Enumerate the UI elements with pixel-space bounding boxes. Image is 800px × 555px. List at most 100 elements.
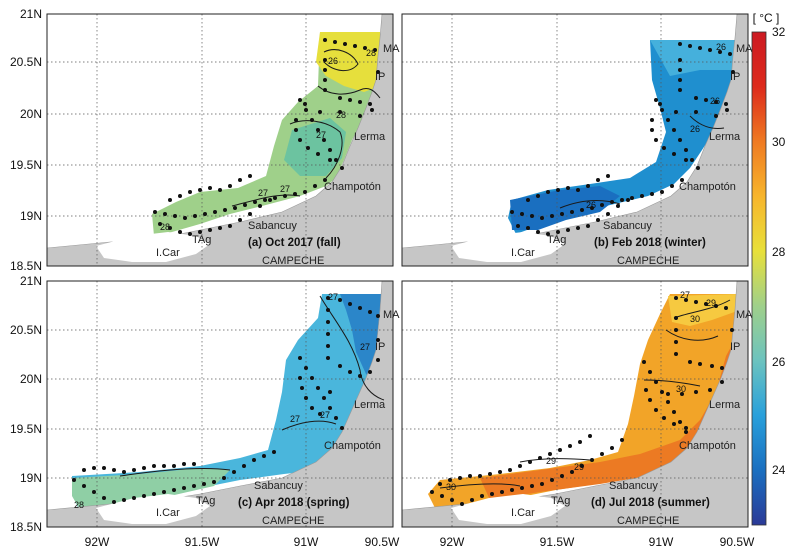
station-dot [684, 430, 688, 434]
station-dot [72, 478, 76, 482]
station-dot [558, 448, 562, 452]
panel-a-clabel: 28 [160, 222, 170, 232]
station-dot [112, 468, 116, 472]
station-dot [313, 184, 317, 188]
lat-tick-label: 18.5N [10, 259, 42, 273]
station-dot [348, 302, 352, 306]
place-label-icar: I.Car [156, 507, 180, 519]
colorbar-tick-label: 28 [772, 245, 786, 259]
panel-a-stations [153, 38, 380, 236]
lon-tick-label: 90.5W [365, 535, 400, 549]
station-dot [642, 360, 646, 364]
station-dot [334, 416, 338, 420]
station-dot [490, 492, 494, 496]
station-dot [660, 108, 664, 112]
station-dot [310, 376, 314, 380]
station-dot [666, 392, 670, 396]
station-dot [650, 118, 654, 122]
lat-tick-label: 19.5N [10, 158, 42, 172]
panel-a-land [47, 14, 393, 266]
place-label-sabancuy: Sabancuy [609, 480, 658, 492]
station-dot [132, 496, 136, 500]
station-dot [112, 500, 116, 504]
station-dot [550, 214, 554, 218]
station-dot [694, 300, 698, 304]
panel-a-clabel: 28 [336, 110, 346, 120]
lat-tick-label: 21N [20, 7, 42, 21]
station-dot [650, 128, 654, 132]
station-dot [248, 174, 252, 178]
lon-axis-right: 92W 91.5W 91W 90.5W [440, 535, 755, 549]
station-dot [243, 203, 247, 207]
panel-d-lagoon [451, 494, 565, 524]
station-dot [376, 338, 380, 342]
station-dot [326, 320, 330, 324]
station-dot [328, 390, 332, 394]
station-dot [660, 390, 664, 394]
station-dot [678, 88, 682, 92]
station-dot [672, 128, 676, 132]
station-dot [576, 226, 580, 230]
panel-a: 26 28 28 27 27 27 28 MA IP Lerma Champot… [46, 13, 400, 267]
station-dot [348, 370, 352, 374]
panel-c-frame [46, 280, 394, 528]
station-dot [316, 128, 320, 132]
station-dot [323, 178, 327, 182]
station-dot [672, 410, 676, 414]
station-dot [714, 100, 718, 104]
lat-tick-label: 20.5N [10, 55, 42, 69]
station-dot [708, 48, 712, 52]
station-dot [724, 306, 728, 310]
station-dot [268, 198, 272, 202]
station-dot [708, 388, 712, 392]
place-label-lerma: Lerma [709, 131, 741, 143]
station-dot [304, 108, 308, 112]
station-dot [690, 158, 694, 162]
lat-tick-label: 21N [20, 274, 42, 288]
station-dot [82, 484, 86, 488]
station-dot [550, 478, 554, 482]
place-label-sabancuy: Sabancuy [603, 220, 652, 232]
station-dot [696, 166, 700, 170]
station-dot [616, 204, 620, 208]
station-dot [672, 152, 676, 156]
station-dot [606, 174, 610, 178]
station-dot [520, 212, 524, 216]
station-dot [498, 470, 502, 474]
panel-b-clabel: 26 [716, 42, 726, 52]
station-dot [294, 118, 298, 122]
station-dot [648, 398, 652, 402]
station-dot [728, 52, 732, 56]
lon-tick-label: 90.5W [720, 535, 755, 549]
station-dot [556, 188, 560, 192]
station-dot [670, 184, 674, 188]
station-dot [163, 212, 167, 216]
place-label-icar: I.Car [511, 507, 535, 519]
station-dot [298, 376, 302, 380]
panel-b-title: (b) Feb 2018 (winter) [594, 237, 706, 249]
station-dot [470, 498, 474, 502]
lat-axis-top: 21N 20.5N 20N 19.5N 19N 18.5N [10, 7, 42, 273]
station-dot [448, 478, 452, 482]
place-label-icar: I.Car [511, 247, 535, 259]
station-dot [82, 468, 86, 472]
lon-tick-label: 91W [294, 535, 319, 549]
station-dot [218, 188, 222, 192]
station-dot [666, 400, 670, 404]
station-dot [340, 166, 344, 170]
panel-a-clabel: 27 [258, 188, 268, 198]
station-dot [202, 482, 206, 486]
lat-axis-bottom: 21N 20.5N 20N 19.5N 19N 18.5N [10, 274, 42, 534]
lat-tick-label: 19.5N [10, 422, 42, 436]
panel-d-contour-29b [519, 458, 591, 463]
panel-b-frame [401, 13, 749, 267]
station-dot [142, 466, 146, 470]
panel-c-title: (c) Apr 2018 (spring) [238, 497, 350, 509]
station-dot [450, 498, 454, 502]
station-dot [213, 210, 217, 214]
station-dot [468, 474, 472, 478]
panel-c-contour-27c [119, 467, 231, 477]
station-dot [323, 38, 327, 42]
place-label-campeche: CAMPECHE [617, 515, 679, 527]
station-dot [630, 196, 634, 200]
